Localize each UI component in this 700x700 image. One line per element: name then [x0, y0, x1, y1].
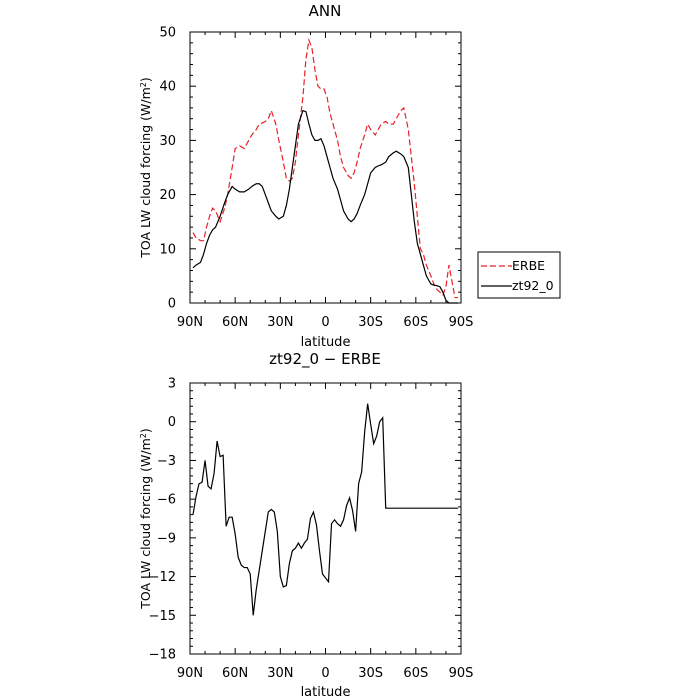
plot-frame [189, 31, 462, 304]
x-axis-label: latitude [301, 335, 351, 350]
y-axis-label: TOA LW cloud forcing (W/m2) [138, 428, 153, 609]
x-tick-label: 60N [222, 315, 248, 330]
y-tick-label: −9 [157, 531, 176, 546]
x-tick-label: 30S [358, 315, 383, 330]
x-tick-label: 60S [403, 666, 428, 681]
x-tick-label: 90S [449, 666, 474, 681]
x-axis-label: latitude [301, 685, 351, 700]
y-tick-label: 50 [159, 26, 176, 41]
legend-box [477, 251, 561, 299]
chart-difference: zt92_0 − ERBE 90N 60N 30N 0 30S 60S 90S −18 −15 −… [138, 350, 473, 700]
y-tick-label: 20 [159, 188, 176, 203]
legend-label-zt92: zt92_0 [512, 278, 554, 293]
y-tick-label: 10 [159, 242, 176, 257]
axes: 90N 60N 30N 0 30S 60S 90S −18 −15 −12 −9 −6 −3 0 3 [149, 377, 474, 682]
y-tick-label: −6 [157, 493, 176, 508]
x-tick-label: 30N [267, 315, 293, 330]
x-tick-label: 90N [177, 666, 203, 681]
plot-frame [189, 382, 462, 655]
y-tick-label: 0 [168, 415, 176, 430]
y-axis-label: TOA LW cloud forcing (W/m2) [138, 77, 153, 258]
series-line-difference [192, 403, 458, 616]
x-tick-label: 90N [177, 315, 203, 330]
x-tick-label: 90S [449, 315, 474, 330]
series-line-erbe [192, 37, 458, 299]
x-tick-label: 60N [222, 666, 248, 681]
x-tick-label: 0 [321, 666, 329, 681]
x-tick-label: 0 [321, 315, 329, 330]
y-tick-label: −3 [157, 454, 176, 469]
y-tick-label: 0 [168, 297, 176, 312]
x-tick-label: 30N [267, 666, 293, 681]
x-tick-label: 60S [403, 315, 428, 330]
plot-area [192, 403, 458, 616]
y-tick-label: −15 [149, 609, 176, 624]
legend: ERBE zt92_0 [477, 251, 561, 299]
series-line-zt92-0 [192, 109, 458, 304]
y-tick-label: −12 [149, 570, 176, 585]
plot-area [192, 37, 458, 304]
y-tick-label: 30 [159, 134, 176, 149]
chart-title: ANN [309, 2, 342, 20]
chart-title: zt92_0 − ERBE [269, 350, 381, 369]
chart-annual-mean: ANN 90N 60N 30N 0 30S 60S 90S 0 10 20 30 40 50 latit… [138, 2, 561, 350]
y-tick-label: 3 [168, 377, 176, 392]
y-tick-label: −18 [149, 648, 176, 663]
y-tick-label: 40 [159, 80, 176, 95]
x-tick-label: 30S [358, 666, 383, 681]
legend-label-erbe: ERBE [512, 258, 545, 273]
axes: 90N 60N 30N 0 30S 60S 90S 0 10 20 30 40 50 [159, 26, 473, 331]
